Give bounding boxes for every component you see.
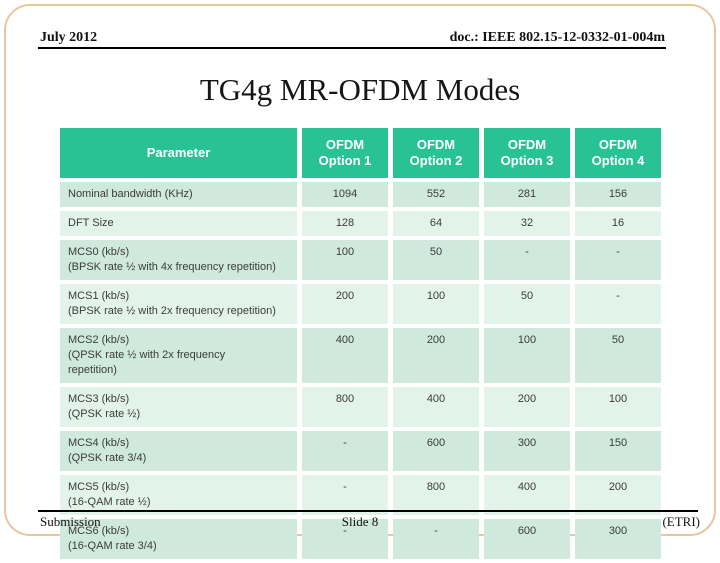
row-value-cell: 100 [575,387,661,427]
row-value-cell: 16 [575,211,661,236]
row-label: MCS5 (kb/s) [68,481,130,493]
row-sublabel: (16-QAM rate ½) [68,496,151,508]
footer-affiliation: (ETRI) [662,514,700,529]
row-value-cell: 100 [393,284,479,324]
row-value-cell: 200 [484,387,570,427]
row-parameter-cell: MCS5 (kb/s) (16-QAM rate ½) [60,475,297,515]
row-label: MCS4 (kb/s) [68,437,130,449]
row-sublabel: (QPSK rate ½ with 2x frequency [68,349,226,361]
row-parameter-cell: MCS4 (kb/s) (QPSK rate 3/4) [60,431,297,471]
row-value-cell: 50 [484,284,570,324]
row-value-cell: 400 [393,387,479,427]
header-date: July 2012 [40,30,98,45]
row-sublabel: repetition) [68,364,117,376]
table-row: MCS0 (kb/s) (BPSK rate ½ with 4x frequenc… [60,240,661,280]
column-header-parameter: Parameter [60,128,297,178]
row-value-cell: 800 [393,475,479,515]
row-value-cell: 150 [575,431,661,471]
table-header-row: Parameter OFDM Option 1 OFDM Option 2 OF… [60,128,661,178]
row-label: MCS0 (kb/s) [68,246,130,258]
column-header-ofdm-option-4: OFDM Option 4 [575,128,661,178]
row-parameter-cell: MCS0 (kb/s) (BPSK rate ½ with 4x frequenc… [60,240,297,280]
row-parameter-cell: MCS2 (kb/s) (QPSK rate ½ with 2x frequenc… [60,328,297,383]
footer-divider-line [38,510,698,512]
modes-table-container: Parameter OFDM Option 1 OFDM Option 2 OF… [55,124,666,563]
column-header-ofdm-option-2: OFDM Option 2 [393,128,479,178]
header-doc-number: doc.: IEEE 802.15-12-0332-01-004m [449,30,665,45]
row-sublabel: (BPSK rate ½ with 4x frequency repetitio… [68,261,276,273]
row-value-cell: 600 [393,431,479,471]
row-sublabel: (BPSK rate ½ with 2x frequency repetitio… [68,305,276,317]
footer-slide-number: Slide 8 [341,514,379,529]
row-value-cell: 400 [302,328,388,383]
table-row: MCS5 (kb/s) (16-QAM rate ½) -800 400 200 [60,475,661,515]
row-value-cell: - [575,240,661,280]
table-row: MCS1 (kb/s) (BPSK rate ½ with 2x frequenc… [60,284,661,324]
row-value-cell: 32 [484,211,570,236]
row-value-cell: 50 [393,240,479,280]
table-row: MCS4 (kb/s) (QPSK rate 3/4) -600 300 150 [60,431,661,471]
row-parameter-cell: Nominal bandwidth (KHz) [60,182,297,207]
modes-table: Parameter OFDM Option 1 OFDM Option 2 OF… [55,124,666,563]
row-value-cell: 1094 [302,182,388,207]
row-parameter-cell: MCS1 (kb/s) (BPSK rate ½ with 2x frequenc… [60,284,297,324]
column-header-ofdm-option-1: OFDM Option 1 [302,128,388,178]
row-value-cell: 64 [393,211,479,236]
row-label: MCS1 (kb/s) [68,290,130,302]
table-row: MCS2 (kb/s) (QPSK rate ½ with 2x frequenc… [60,328,661,383]
row-parameter-cell: MCS3 (kb/s) (QPSK rate ½) [60,387,297,427]
row-sublabel: (16-QAM rate 3/4) [68,540,157,552]
row-value-cell: 300 [484,431,570,471]
row-value-cell: 128 [302,211,388,236]
row-value-cell: 200 [575,475,661,515]
row-value-cell: 100 [302,240,388,280]
row-label: MCS6 (kb/s) [68,525,130,537]
row-value-cell: 50 [575,328,661,383]
row-value-cell: 552 [393,182,479,207]
row-value-cell: 100 [484,328,570,383]
column-header-ofdm-option-3: OFDM Option 3 [484,128,570,178]
table-row: DFT Size 128 64 32 16 [60,211,661,236]
table-row: MCS3 (kb/s) (QPSK rate ½) 800 400 200 100 [60,387,661,427]
page-title: TG4g MR-OFDM Modes [199,72,521,107]
row-label: MCS3 (kb/s) [68,393,130,405]
table-row: Nominal bandwidth (KHz) 1094 552 281 156 [60,182,661,207]
row-label: DFT Size [68,217,114,229]
row-sublabel: (QPSK rate ½) [68,408,141,420]
row-value-cell: 156 [575,182,661,207]
header-divider-line [38,47,666,49]
row-parameter-cell: DFT Size [60,211,297,236]
row-label: MCS2 (kb/s) [68,334,130,346]
row-value-cell: 200 [393,328,479,383]
row-value-cell: - [302,431,388,471]
row-value-cell: 800 [302,387,388,427]
row-label: Nominal bandwidth (KHz) [68,188,193,200]
row-value-cell: - [575,284,661,324]
row-sublabel: (QPSK rate 3/4) [68,452,147,464]
footer-submission: Submission [40,514,101,529]
row-value-cell: - [484,240,570,280]
row-value-cell: - [302,475,388,515]
row-value-cell: 200 [302,284,388,324]
row-value-cell: 400 [484,475,570,515]
row-value-cell: 281 [484,182,570,207]
